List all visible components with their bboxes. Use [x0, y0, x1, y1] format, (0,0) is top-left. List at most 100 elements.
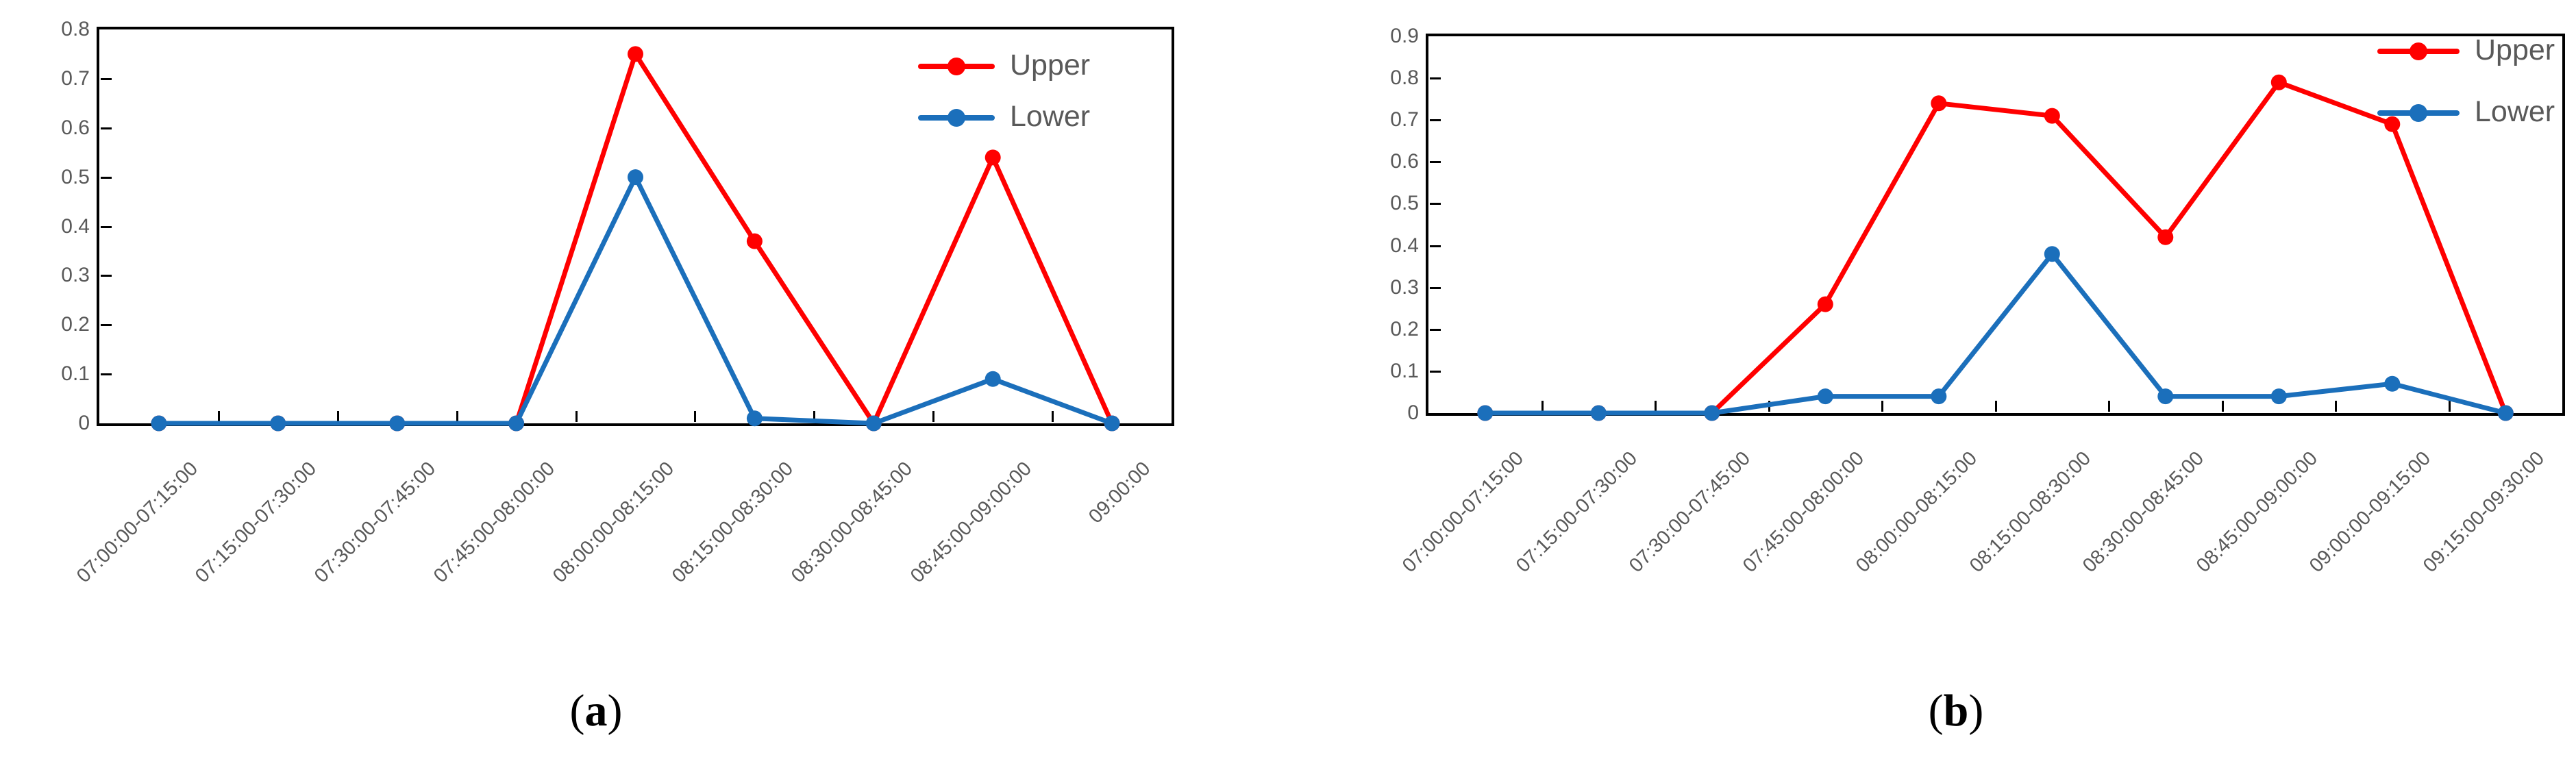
x-axis-tick-mark — [1541, 401, 1544, 412]
x-axis-label: 08:45:00-09:00:00 — [2192, 447, 2322, 577]
caption-a-letter: a — [584, 686, 608, 736]
marker-lower — [746, 410, 763, 427]
series-line-lower — [1483, 251, 2508, 416]
y-axis-tick-label: 0.7 — [1390, 108, 1419, 132]
marker-lower — [508, 415, 525, 432]
marker-upper — [2270, 74, 2287, 90]
series-plot — [1477, 74, 2514, 421]
y-axis-tick-mark — [1430, 77, 1441, 80]
marker-lower — [628, 169, 643, 186]
y-axis-tick-mark — [101, 176, 112, 179]
y-axis-tick-mark — [1430, 328, 1441, 331]
y-axis-tick-label: 0.7 — [61, 66, 90, 90]
legend-label-lower: Lower — [1010, 100, 1091, 133]
x-axis-tick-mark — [336, 411, 339, 422]
marker-upper — [984, 149, 1001, 166]
marker-lower — [2157, 388, 2174, 405]
caption-b-open: ( — [1928, 686, 1944, 736]
plot-area — [97, 27, 1174, 426]
marker-upper — [746, 233, 763, 249]
y-axis-tick-mark — [101, 225, 112, 228]
legend-swatch-marker-upper — [948, 58, 965, 75]
x-axis-tick-mark — [1881, 401, 1883, 412]
marker-upper — [1817, 296, 1833, 312]
legend-label-upper: Upper — [2475, 34, 2555, 66]
x-axis-tick-mark — [456, 411, 458, 422]
x-axis-label: 07:30:00-07:45:00 — [1625, 447, 1755, 577]
y-axis-tick-label: 0.8 — [1390, 66, 1419, 90]
y-axis-tick-label: 0.2 — [61, 313, 90, 336]
legend-swatch-marker-lower — [2410, 104, 2427, 122]
x-axis-tick-mark — [1052, 411, 1054, 422]
marker-lower — [1477, 405, 1494, 421]
x-axis-tick-mark — [1994, 401, 1997, 412]
marker-lower — [151, 415, 167, 432]
marker-lower — [270, 415, 286, 432]
x-axis-tick-mark — [2108, 401, 2110, 412]
y-axis-tick-label: 0.1 — [61, 362, 90, 386]
y-axis-tick-label: 0.2 — [1390, 317, 1419, 340]
series-plot — [151, 46, 1120, 432]
x-axis-label: 07:45:00-08:00:00 — [1738, 447, 1868, 577]
marker-lower — [2497, 405, 2514, 421]
caption-a-open: ( — [569, 686, 585, 736]
legend-label-lower: Lower — [2475, 95, 2555, 128]
marker-upper — [2157, 229, 2174, 245]
marker-lower — [389, 415, 406, 432]
y-axis-tick-mark — [101, 324, 112, 327]
y-axis-tick-label: 0.5 — [1390, 192, 1419, 215]
marker-lower — [1104, 415, 1120, 432]
marker-upper — [2044, 108, 2060, 124]
caption-a: (a) — [459, 685, 733, 737]
x-axis-tick-mark — [932, 411, 935, 422]
marker-lower — [865, 415, 882, 432]
y-axis-tick-label: 0.4 — [61, 214, 90, 238]
y-axis-tick-label: 0.5 — [61, 165, 90, 188]
x-axis-label: 07:00:00-07:15:00 — [1398, 447, 1528, 577]
x-axis-tick-mark — [813, 411, 816, 422]
y-axis-tick-mark — [101, 127, 112, 129]
y-axis-tick-mark — [101, 373, 112, 376]
marker-upper — [628, 46, 643, 62]
y-axis-tick-mark — [1430, 119, 1441, 122]
y-axis-tick-mark — [1430, 161, 1441, 164]
marker-lower — [1590, 405, 1607, 421]
x-axis-label: 09:00:00-09:15:00 — [2305, 447, 2436, 577]
y-axis-tick-label: 0.3 — [1390, 275, 1419, 299]
marker-lower — [1704, 405, 1720, 421]
y-axis-tick-label: 0.4 — [1390, 234, 1419, 257]
legend-swatch-marker-lower — [948, 109, 965, 127]
x-axis-tick-mark — [575, 411, 578, 422]
y-axis-tick-mark — [1430, 245, 1441, 247]
y-axis-tick-label: 0.3 — [61, 264, 90, 287]
series-line-upper — [1483, 79, 2508, 416]
caption-b: (b) — [1819, 685, 2093, 737]
marker-upper — [1931, 95, 1947, 112]
caption-b-letter: b — [1943, 686, 1969, 736]
y-axis-tick-mark — [101, 275, 112, 277]
marker-lower — [2270, 388, 2287, 405]
y-axis-tick-label: 0 — [1407, 401, 1419, 424]
y-axis-tick-mark — [1430, 370, 1441, 373]
legend-swatch-marker-upper — [2410, 42, 2427, 60]
y-axis-tick-label: 0.9 — [1390, 25, 1419, 47]
y-axis-tick-label: 0.6 — [1390, 150, 1419, 173]
x-axis-tick-mark — [694, 411, 697, 422]
caption-b-close: ) — [1968, 686, 1984, 736]
y-axis-tick-mark — [1430, 203, 1441, 206]
legend-label-upper: Upper — [1010, 49, 1091, 82]
marker-lower — [1817, 388, 1833, 405]
x-axis-label: 07:15:00-07:30:00 — [1511, 447, 1642, 577]
x-axis-tick-mark — [2335, 401, 2337, 412]
marker-lower — [2384, 375, 2401, 392]
y-axis-tick-label: 0.8 — [61, 18, 90, 40]
y-axis-tick-mark — [101, 77, 112, 80]
x-axis-tick-mark — [2221, 401, 2224, 412]
x-axis-tick-mark — [1655, 401, 1657, 412]
y-axis-tick-mark — [1430, 286, 1441, 289]
x-axis-tick-mark — [2448, 401, 2451, 412]
marker-lower — [2044, 246, 2060, 262]
